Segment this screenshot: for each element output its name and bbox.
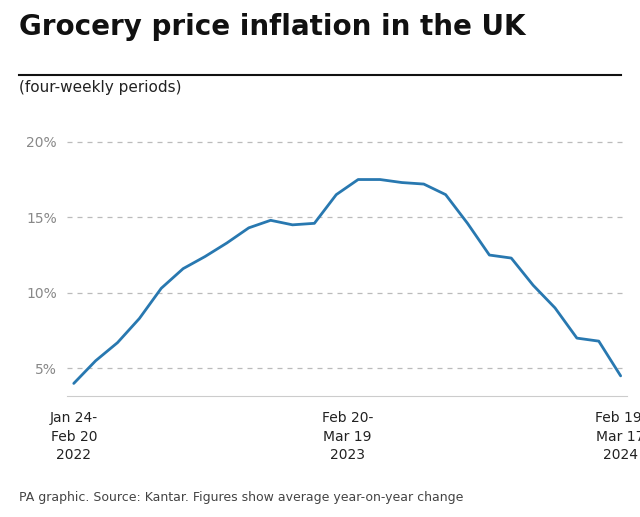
Text: Grocery price inflation in the UK: Grocery price inflation in the UK	[19, 13, 525, 41]
Text: PA graphic. Source: Kantar. Figures show average year-on-year change: PA graphic. Source: Kantar. Figures show…	[19, 491, 463, 504]
Text: (four-weekly periods): (four-weekly periods)	[19, 80, 182, 95]
